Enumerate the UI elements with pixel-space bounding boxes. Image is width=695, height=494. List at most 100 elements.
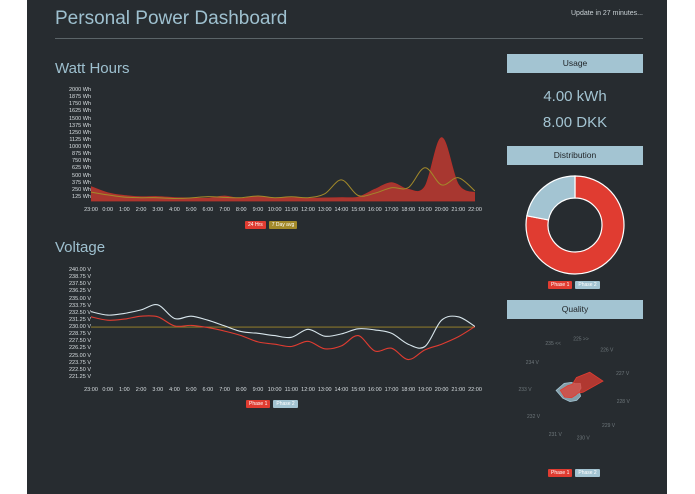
quality-header: Quality — [507, 300, 643, 319]
watt-hours-chart — [91, 137, 475, 202]
y-tick-label: 625 Wh — [72, 165, 91, 172]
x-tick-label: 6:00 — [202, 207, 214, 213]
y-tick-label: 875 Wh — [72, 151, 91, 158]
title-divider — [55, 38, 643, 39]
y-tick-label: 1250 Wh — [68, 129, 91, 136]
voltage-legend: Phase 1 Phase 2 — [246, 400, 298, 408]
x-tick-label: 17:00 — [384, 207, 399, 213]
y-tick-label: 1000 Wh — [68, 144, 91, 151]
x-tick-label: 23:00 — [84, 207, 98, 213]
radar-axis-label: 231 V — [549, 432, 563, 438]
radar-axis-label: 226 V — [600, 347, 614, 353]
y-tick-label: 236.25 V — [68, 288, 91, 295]
radar-axis-label: 229 V — [602, 423, 616, 429]
x-tick-label: 14:00 — [334, 207, 349, 213]
y-tick-label: 223.75 V — [68, 359, 91, 366]
radar-axis-label: 225 >> — [573, 336, 589, 342]
x-tick-label: 5:00 — [185, 207, 197, 213]
usage-kwh-value: 4.00 kWh — [543, 88, 607, 105]
x-tick-label: 1:00 — [119, 387, 130, 393]
y-tick-label: 2000 Wh — [68, 87, 91, 93]
y-tick-label: 1125 Wh — [69, 136, 91, 143]
x-tick-label: 20:00 — [434, 207, 449, 213]
watt-hours-legend: 24 Hrs 7 Day avg — [245, 221, 298, 229]
x-tick-label: 9:00 — [252, 207, 264, 213]
voltage-series-1-line — [91, 315, 475, 361]
distribution-legend: Phase 1 Phase 2 — [548, 281, 600, 289]
distribution-header: Distribution — [507, 146, 643, 165]
y-tick-label: 125 Wh — [72, 194, 91, 200]
voltage-chart — [91, 304, 475, 361]
x-tick-label: 19:00 — [418, 387, 432, 393]
voltage-series-2-line — [91, 304, 475, 349]
dashboard-panel: Personal Power Dashboard Update in 27 mi… — [27, 0, 667, 494]
y-tick-label: 750 Wh — [72, 158, 91, 165]
y-tick-label: 1750 Wh — [68, 101, 91, 108]
x-tick-label: 6:00 — [202, 387, 214, 393]
x-tick-label: 9:00 — [252, 387, 264, 393]
x-tick-label: 2:00 — [135, 387, 147, 393]
x-tick-label: 10:00 — [267, 207, 282, 213]
x-tick-label: 8:00 — [235, 207, 247, 213]
y-tick-label: 232.50 V — [68, 309, 91, 316]
legend-7day-avg[interactable]: 7 Day avg — [268, 221, 298, 229]
x-tick-label: 7:00 — [219, 387, 230, 393]
x-tick-label: 1:00 — [119, 207, 130, 213]
x-tick-label: 18:00 — [401, 207, 416, 213]
donut-slice-phase-1 — [525, 175, 625, 275]
x-tick-label: 22:00 — [468, 207, 482, 213]
x-tick-label: 15:00 — [351, 207, 366, 213]
x-tick-label: 16:00 — [367, 387, 382, 393]
radar-axis-label: 232 V — [527, 414, 541, 420]
y-tick-label: 221.25 V — [68, 374, 91, 380]
x-tick-label: 13:00 — [317, 387, 332, 393]
x-tick-label: 12:00 — [301, 207, 315, 213]
y-tick-label: 500 Wh — [72, 172, 91, 179]
quality-radar-chart: 225 >> 226 V 227 V 228 V 229 V 230 V 231 V 232 … — [518, 336, 631, 441]
legend-phase-1[interactable]: Phase 1 — [548, 469, 573, 477]
page-title: Personal Power Dashboard — [55, 8, 288, 29]
x-tick-label: 10:00 — [267, 387, 282, 393]
x-tick-label: 20:00 — [434, 387, 449, 393]
y-tick-label: 237.50 V — [68, 281, 91, 288]
x-tick-label: 21:00 — [451, 207, 466, 213]
x-tick-label: 11:00 — [284, 207, 299, 213]
y-tick-label: 226.25 V — [68, 345, 91, 352]
y-tick-label: 1375 Wh — [68, 122, 91, 129]
legend-phase-2[interactable]: Phase 2 — [575, 469, 600, 477]
y-tick-label: 231.25 V — [68, 316, 91, 323]
y-tick-label: 222.50 V — [68, 366, 91, 373]
y-tick-label: 250 Wh — [72, 186, 91, 193]
watt-hours-x-axis: 23:00 0:00 1:00 2:00 3:00 4:00 5:00 6:00 7:00 8:0… — [27, 207, 667, 217]
y-tick-label: 375 Wh — [72, 179, 91, 186]
x-tick-label: 22:00 — [468, 387, 482, 393]
radar-axis-label: 228 V — [617, 399, 631, 405]
distribution-donut-chart — [525, 175, 625, 275]
x-tick-label: 4:00 — [169, 387, 180, 393]
radar-axis-label: 230 V — [577, 435, 591, 441]
voltage-y-axis: 240.00 V 238.75 V 237.50 V 236.25 V 235.00 V… — [51, 0, 91, 494]
x-tick-label: 3:00 — [152, 207, 164, 213]
legend-phase-2[interactable]: Phase 2 — [575, 281, 600, 289]
legend-phase-1[interactable]: Phase 1 — [548, 281, 573, 289]
quality-legend: Phase 1 Phase 2 — [548, 469, 600, 477]
voltage-title: Voltage — [55, 239, 106, 256]
series-24hrs-area — [91, 137, 475, 202]
legend-phase-1[interactable]: Phase 1 — [246, 400, 271, 408]
x-tick-label: 0:00 — [102, 387, 114, 393]
y-tick-label: 227.50 V — [68, 338, 91, 345]
voltage-x-axis: 23:00 0:00 1:00 2:00 3:00 4:00 5:00 6:00 7:00 8:0… — [27, 387, 667, 397]
x-tick-label: 3:00 — [152, 387, 164, 393]
x-tick-label: 15:00 — [351, 387, 366, 393]
x-tick-label: 14:00 — [334, 387, 349, 393]
watt-hours-title: Watt Hours — [55, 60, 130, 77]
x-tick-label: 2:00 — [135, 207, 147, 213]
y-tick-label: 225.00 V — [68, 352, 91, 359]
radar-axis-label: 235 << — [545, 341, 561, 347]
legend-phase-2[interactable]: Phase 2 — [273, 400, 298, 408]
legend-24hrs[interactable]: 24 Hrs — [245, 221, 266, 229]
y-tick-label: 238.75 V — [68, 274, 91, 281]
x-tick-label: 5:00 — [185, 387, 197, 393]
donut-slice-phase-2 — [526, 175, 576, 221]
y-tick-label: 1875 Wh — [68, 94, 91, 101]
